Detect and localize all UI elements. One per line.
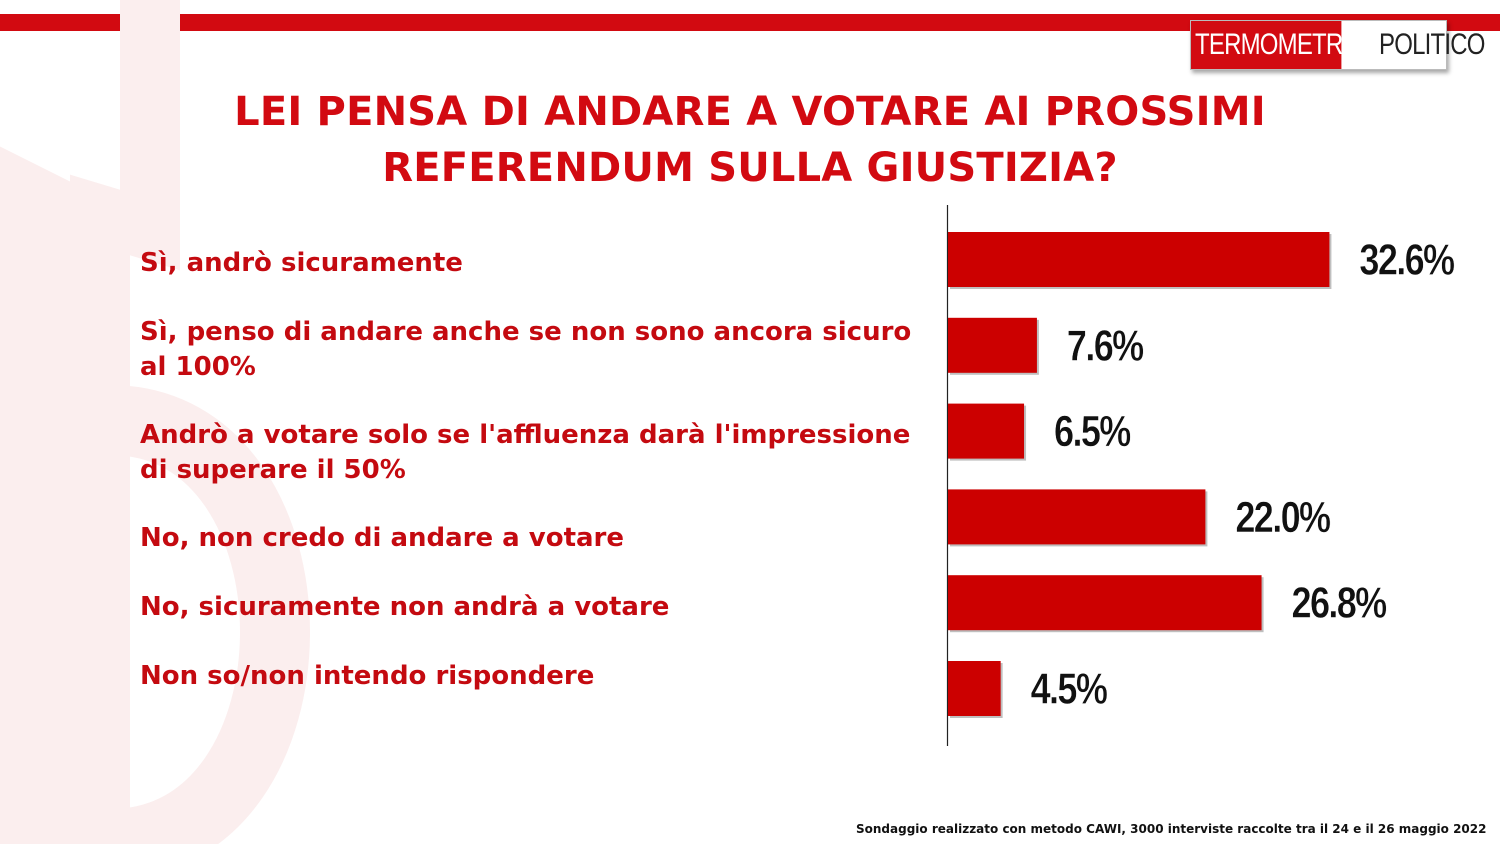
- category-label: Sì, andrò sicuramente: [140, 248, 463, 278]
- termometro-politico-logo: TERMOMETRO POLITICO: [1190, 20, 1485, 70]
- bar: [948, 661, 1001, 716]
- category-label: No, sicuramente non andrà a votare: [140, 592, 670, 622]
- value-label: 6.5%: [1054, 407, 1131, 456]
- value-label: 26.8%: [1292, 578, 1387, 627]
- value-label: 4.5%: [1031, 664, 1108, 713]
- value-label: 7.6%: [1067, 321, 1144, 370]
- logo-left-text: TERMOMETRO: [1191, 21, 1361, 69]
- bar: [948, 489, 1206, 545]
- chart-title-line-1: LEI PENSA DI ANDARE A VOTARE AI PROSSIMI: [234, 89, 1266, 135]
- value-label: 32.6%: [1359, 235, 1454, 284]
- bar: [948, 575, 1262, 631]
- top-accent-bar: [0, 14, 1500, 31]
- chart-title-line-2: REFERENDUM SULLA GIUSTIZIA?: [382, 145, 1118, 191]
- bar: [948, 317, 1037, 373]
- background-watermark: [0, 0, 310, 844]
- bar: [948, 232, 1330, 287]
- category-label: Sì, penso di andare anche se non sono an…: [140, 317, 912, 382]
- category-label: No, non credo di andare a votare: [140, 523, 625, 553]
- category-label: Andrò a votare solo se l'affluenza darà …: [140, 420, 911, 485]
- survey-footnote: Sondaggio realizzato con metodo CAWI, 30…: [856, 822, 1487, 836]
- bar: [948, 403, 1025, 459]
- chart-title: LEI PENSA DI ANDARE A VOTARE AI PROSSIMI…: [150, 84, 1350, 196]
- value-label: 22.0%: [1235, 493, 1330, 542]
- category-label: Non so/non intendo rispondere: [140, 661, 595, 691]
